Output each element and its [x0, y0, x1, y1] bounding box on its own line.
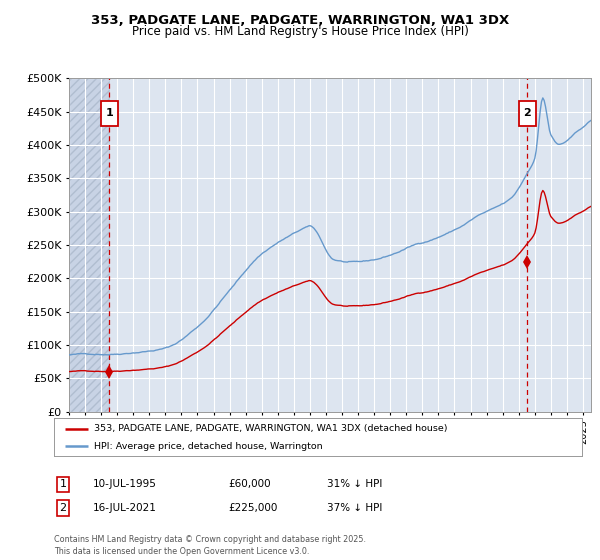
FancyBboxPatch shape — [519, 101, 536, 126]
Text: 1: 1 — [106, 109, 113, 118]
Text: 353, PADGATE LANE, PADGATE, WARRINGTON, WA1 3DX: 353, PADGATE LANE, PADGATE, WARRINGTON, … — [91, 14, 509, 27]
Bar — [69, 78, 109, 412]
Text: £225,000: £225,000 — [228, 503, 277, 513]
Text: Contains HM Land Registry data © Crown copyright and database right 2025.
This d: Contains HM Land Registry data © Crown c… — [54, 535, 366, 556]
FancyBboxPatch shape — [101, 101, 118, 126]
Text: 31% ↓ HPI: 31% ↓ HPI — [327, 479, 382, 489]
Text: 10-JUL-1995: 10-JUL-1995 — [93, 479, 157, 489]
Text: Price paid vs. HM Land Registry's House Price Index (HPI): Price paid vs. HM Land Registry's House … — [131, 25, 469, 38]
Text: 353, PADGATE LANE, PADGATE, WARRINGTON, WA1 3DX (detached house): 353, PADGATE LANE, PADGATE, WARRINGTON, … — [94, 424, 447, 433]
Text: £60,000: £60,000 — [228, 479, 271, 489]
Text: 2: 2 — [524, 109, 531, 118]
Text: 2: 2 — [59, 503, 67, 513]
Text: 37% ↓ HPI: 37% ↓ HPI — [327, 503, 382, 513]
Text: HPI: Average price, detached house, Warrington: HPI: Average price, detached house, Warr… — [94, 442, 322, 451]
Text: 1: 1 — [59, 479, 67, 489]
Bar — [69, 78, 109, 412]
Text: 16-JUL-2021: 16-JUL-2021 — [93, 503, 157, 513]
